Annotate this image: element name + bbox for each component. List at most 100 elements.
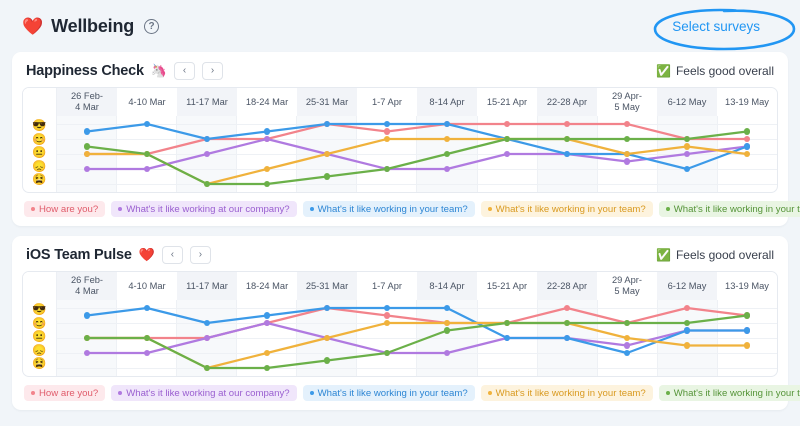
series-point[interactable] [563,150,571,158]
series-point[interactable] [563,304,571,312]
series-point[interactable] [623,319,631,327]
period-header-cell[interactable]: 4-10 Mar [128,280,166,291]
series-point[interactable] [383,312,391,319]
series-point[interactable] [263,349,271,357]
period-header-cell[interactable]: 13-19 May [725,96,769,107]
series-point[interactable] [383,120,391,128]
series-point[interactable] [263,180,271,188]
series-point[interactable] [143,304,151,312]
series-point[interactable] [503,150,511,158]
period-header-cell[interactable]: 6-12 May [657,272,717,300]
period-header-cell[interactable]: 26 Feb- 4 Mar [57,88,117,116]
series-point[interactable] [83,312,91,319]
series-point[interactable] [443,135,451,143]
series-point[interactable] [383,349,391,357]
series-point[interactable] [503,135,511,143]
series-point[interactable] [623,120,631,128]
period-header-cell[interactable]: 11-17 Mar [177,272,237,300]
series-point[interactable] [563,334,571,342]
period-header-cell[interactable]: 25-31 Mar [297,88,357,116]
legend-item[interactable]: What's it like working in your team? [480,201,653,217]
series-point[interactable] [143,349,151,357]
series-point[interactable] [623,135,631,143]
series-point[interactable] [383,304,391,312]
prev-period-button[interactable]: ‹ [161,246,183,264]
select-surveys-link[interactable]: Select surveys [672,18,760,34]
series-point[interactable] [503,319,511,327]
series-point[interactable] [443,319,451,327]
series-point[interactable] [443,120,451,128]
series-point[interactable] [743,312,751,319]
period-header-cell[interactable]: 18-24 Mar [245,280,289,291]
series-point[interactable] [623,150,631,158]
series-point[interactable] [563,319,571,327]
series-point[interactable] [323,334,331,342]
series-point[interactable] [743,135,751,143]
legend-item[interactable]: What's it like working at our company? [111,385,297,401]
period-header-cell[interactable]: 25-31 Mar [297,272,357,300]
help-icon[interactable]: ? [144,18,160,34]
series-point[interactable] [323,173,331,180]
series-point[interactable] [623,349,631,357]
series-point[interactable] [683,135,691,143]
period-header-cell[interactable]: 1-7 Apr [372,96,402,107]
series-point[interactable] [683,165,691,173]
series-point[interactable] [563,120,571,128]
series-point[interactable] [143,334,151,342]
series-point[interactable] [743,342,751,349]
series-point[interactable] [143,165,151,173]
series-point[interactable] [83,150,91,158]
legend-item[interactable]: What's it like working in your team? [302,385,475,401]
series-point[interactable] [203,150,211,158]
series-point[interactable] [383,319,391,327]
series-point[interactable] [683,304,691,312]
series-point[interactable] [683,342,691,349]
next-period-button[interactable]: › [189,246,211,264]
period-header-cell[interactable]: 8-14 Apr [417,88,477,116]
series-point[interactable] [623,158,631,165]
series-point[interactable] [443,304,451,312]
series-point[interactable] [503,334,511,342]
series-point[interactable] [743,327,751,334]
series-point[interactable] [203,319,211,327]
legend-item[interactable]: What's it like working in your team? [302,201,475,217]
series-point[interactable] [83,165,91,173]
series-point[interactable] [203,364,211,372]
period-header-cell[interactable]: 4-10 Mar [128,96,166,107]
series-point[interactable] [443,165,451,173]
series-point[interactable] [83,334,91,342]
series-point[interactable] [323,150,331,158]
series-point[interactable] [323,120,331,128]
series-point[interactable] [683,143,691,150]
legend-item[interactable]: What's it like working in your team? [480,385,653,401]
series-point[interactable] [563,135,571,143]
period-header-cell[interactable]: 8-14 Apr [417,272,477,300]
prev-period-button[interactable]: ‹ [174,62,196,80]
series-point[interactable] [683,150,691,158]
series-point[interactable] [503,120,511,128]
series-point[interactable] [383,128,391,135]
series-point[interactable] [623,342,631,349]
legend-item[interactable]: What's it like working at our company? [111,201,297,217]
series-point[interactable] [683,319,691,327]
series-point[interactable] [83,349,91,357]
legend-item[interactable]: How are you? [24,201,106,217]
series-point[interactable] [743,150,751,158]
series-point[interactable] [383,135,391,143]
legend-item[interactable]: What's it like working in your team? [658,385,800,401]
series-point[interactable] [443,150,451,158]
series-point[interactable] [383,165,391,173]
series-point[interactable] [263,165,271,173]
series-point[interactable] [203,180,211,188]
series-point[interactable] [203,334,211,342]
period-header-cell[interactable]: 15-21 Apr [486,96,528,107]
period-header-cell[interactable]: 11-17 Mar [177,88,237,116]
series-point[interactable] [263,135,271,143]
period-header-cell[interactable]: 6-12 May [657,88,717,116]
period-header-cell[interactable]: 15-21 Apr [486,280,528,291]
series-point[interactable] [743,143,751,150]
series-point[interactable] [263,128,271,135]
period-header-cell[interactable]: 29 Apr- 5 May [612,275,642,296]
series-point[interactable] [443,349,451,357]
series-point[interactable] [743,128,751,135]
